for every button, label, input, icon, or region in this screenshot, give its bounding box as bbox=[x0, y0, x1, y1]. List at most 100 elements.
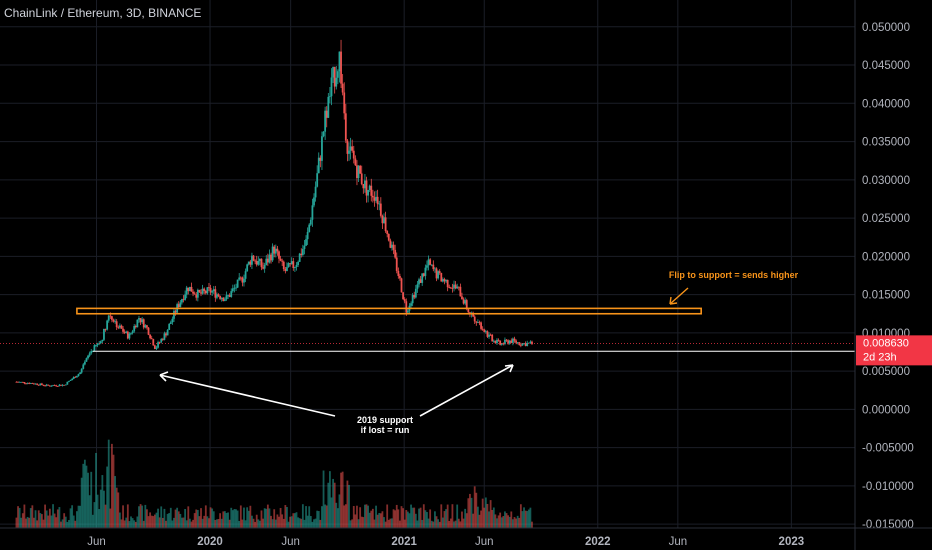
volume-bar bbox=[85, 465, 88, 528]
price-tag-countdown: 2d 23h bbox=[863, 351, 897, 363]
candle-body bbox=[282, 261, 285, 270]
volume-bar bbox=[44, 504, 46, 528]
support-arrow-left-head bbox=[159, 371, 169, 382]
volume-bar bbox=[529, 507, 532, 528]
candle-body bbox=[448, 287, 451, 288]
volume-bar bbox=[476, 506, 479, 528]
volume-bar bbox=[198, 516, 201, 528]
candle-body bbox=[115, 321, 118, 328]
volume-bar bbox=[128, 521, 131, 528]
candle-body bbox=[387, 233, 390, 241]
candle-body bbox=[476, 322, 479, 324]
volume-bar bbox=[470, 497, 473, 528]
volume-bar bbox=[268, 508, 271, 528]
volume-bar bbox=[303, 519, 306, 528]
candle-body bbox=[37, 384, 40, 386]
volume-bar bbox=[93, 502, 96, 528]
volume-bar bbox=[60, 521, 62, 528]
candle-body bbox=[217, 294, 220, 297]
volume-bar bbox=[349, 520, 352, 528]
volume-bar bbox=[448, 520, 451, 528]
candle-body bbox=[55, 385, 58, 387]
candle-body bbox=[64, 384, 67, 386]
candle-body bbox=[375, 196, 377, 201]
volume-bar bbox=[298, 518, 301, 528]
candle-body bbox=[153, 345, 156, 349]
volume-bar bbox=[244, 520, 247, 528]
candle-body bbox=[134, 326, 137, 328]
candle-body bbox=[301, 249, 304, 255]
support-arrow-right-head bbox=[504, 364, 514, 373]
volume-bar bbox=[53, 513, 56, 528]
support-arrow-right bbox=[419, 364, 514, 417]
candle-body bbox=[430, 264, 433, 266]
candle-body bbox=[99, 341, 102, 344]
volume-bar bbox=[441, 517, 444, 528]
y-tick-label: -0.010000 bbox=[862, 481, 914, 493]
candle-body bbox=[193, 293, 196, 295]
volume-bar bbox=[112, 454, 115, 528]
candle-body bbox=[198, 289, 201, 293]
candle-body bbox=[179, 302, 182, 307]
volume-bar bbox=[211, 508, 214, 528]
candle-body bbox=[23, 382, 26, 384]
volume-bar bbox=[429, 509, 432, 528]
volume-bar bbox=[251, 515, 253, 528]
volume-bar bbox=[274, 519, 277, 528]
candle-body bbox=[187, 287, 190, 292]
volume-bar bbox=[519, 504, 522, 528]
volume-bar bbox=[190, 521, 193, 528]
candle-body bbox=[284, 269, 287, 272]
candle-body bbox=[371, 195, 374, 198]
volume-bar bbox=[104, 504, 107, 528]
candle-body bbox=[112, 319, 115, 322]
candle-body bbox=[459, 286, 462, 297]
candle-body bbox=[486, 331, 489, 337]
candle-body bbox=[333, 66, 336, 87]
candle-body bbox=[346, 140, 349, 154]
candle-body bbox=[426, 265, 428, 268]
x-tick-label: Jun bbox=[87, 536, 106, 548]
volume-bar bbox=[71, 505, 74, 528]
volume-bar bbox=[103, 490, 105, 528]
candle-body bbox=[449, 287, 452, 289]
candle-body bbox=[494, 340, 497, 344]
candle-body bbox=[300, 253, 303, 255]
volume-bar bbox=[55, 517, 58, 528]
candle-body bbox=[18, 381, 21, 383]
candle-body bbox=[174, 310, 177, 313]
y-tick-label: 0.000000 bbox=[862, 404, 910, 416]
y-tick-label: 0.035000 bbox=[862, 137, 910, 149]
candle-body bbox=[289, 263, 292, 265]
candle-body bbox=[236, 279, 239, 288]
volume-bar bbox=[174, 509, 177, 528]
candle-body bbox=[265, 258, 268, 265]
volume-bar bbox=[63, 513, 66, 528]
volume-bar bbox=[21, 513, 24, 528]
candle-body bbox=[306, 231, 309, 240]
volume-bar bbox=[257, 519, 260, 528]
volume-bar bbox=[214, 519, 217, 528]
candle-body bbox=[386, 231, 389, 234]
candle-body bbox=[196, 289, 199, 298]
candle-body bbox=[389, 240, 392, 248]
candle-body bbox=[461, 296, 463, 300]
volume-bar bbox=[61, 519, 64, 528]
volume-bar bbox=[141, 505, 144, 528]
candle-body bbox=[384, 217, 387, 232]
volume-bar bbox=[352, 505, 355, 528]
volume-bar bbox=[365, 504, 368, 528]
volume-bar bbox=[321, 506, 323, 528]
y-tick-label: 0.040000 bbox=[862, 98, 910, 110]
candle-body bbox=[378, 203, 381, 205]
candle-body bbox=[516, 342, 519, 344]
volume-bar bbox=[136, 516, 139, 528]
volume-bar bbox=[327, 482, 330, 528]
volume-bar bbox=[491, 509, 494, 528]
candle-body bbox=[329, 96, 331, 98]
volume-bar bbox=[311, 521, 314, 528]
candle-body bbox=[36, 383, 39, 385]
